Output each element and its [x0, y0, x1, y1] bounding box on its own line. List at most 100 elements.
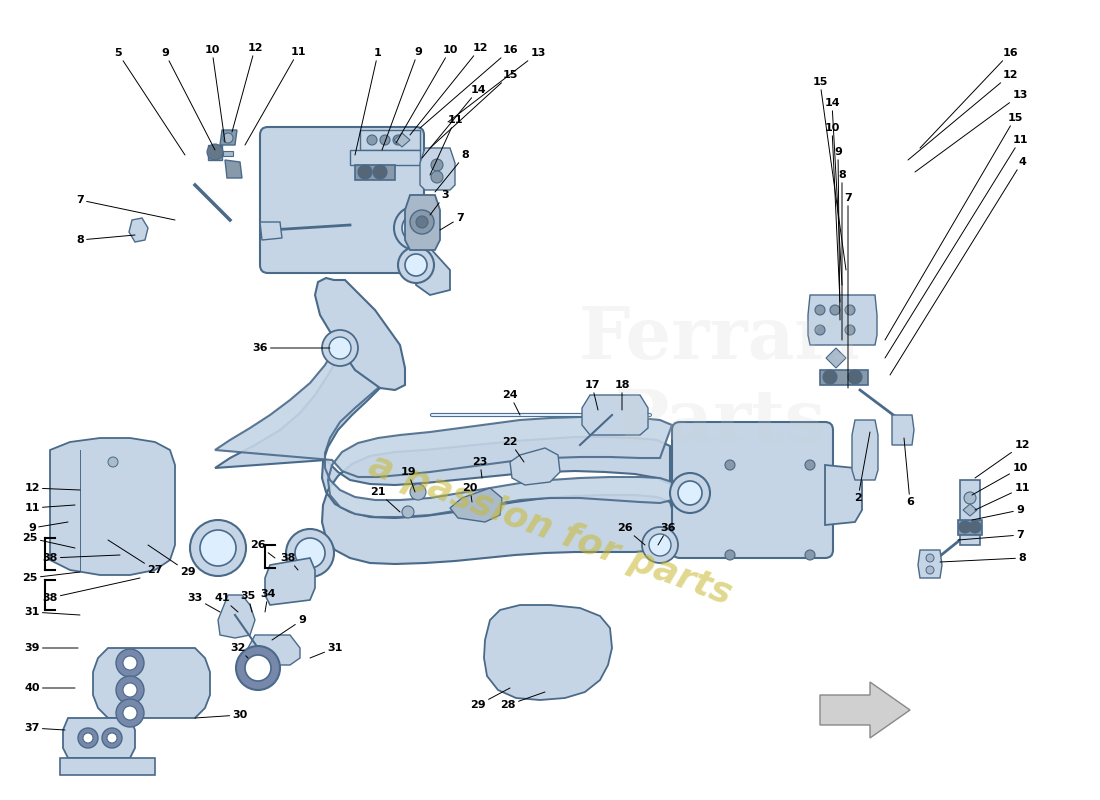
Polygon shape — [892, 415, 914, 445]
Text: 8: 8 — [434, 150, 469, 192]
FancyBboxPatch shape — [260, 127, 424, 273]
Circle shape — [805, 550, 815, 560]
Circle shape — [82, 733, 94, 743]
Polygon shape — [450, 488, 502, 522]
Circle shape — [200, 530, 236, 566]
Circle shape — [116, 676, 144, 704]
Circle shape — [190, 520, 246, 576]
Polygon shape — [405, 195, 440, 250]
Circle shape — [725, 460, 735, 470]
Text: 11: 11 — [886, 135, 1027, 358]
Circle shape — [295, 538, 324, 568]
Circle shape — [102, 728, 122, 748]
Polygon shape — [960, 480, 980, 545]
Text: 32: 32 — [230, 643, 248, 658]
Text: 6: 6 — [904, 438, 914, 507]
Text: 36: 36 — [252, 343, 330, 353]
Circle shape — [78, 728, 98, 748]
Text: 12: 12 — [975, 440, 1030, 478]
Polygon shape — [582, 395, 648, 435]
Text: 10: 10 — [972, 463, 1027, 495]
Polygon shape — [355, 165, 395, 180]
Text: 20: 20 — [462, 483, 477, 502]
Text: 38: 38 — [42, 578, 140, 603]
Circle shape — [236, 646, 280, 690]
Circle shape — [405, 254, 427, 276]
Text: 12: 12 — [908, 70, 1018, 160]
Text: 36: 36 — [658, 523, 675, 545]
Circle shape — [431, 171, 443, 183]
Polygon shape — [808, 295, 877, 345]
Text: 9: 9 — [834, 147, 842, 320]
Text: 12: 12 — [24, 483, 80, 493]
Circle shape — [245, 655, 271, 681]
Text: 11: 11 — [245, 47, 306, 145]
Circle shape — [416, 216, 428, 228]
Circle shape — [107, 733, 117, 743]
Text: 13: 13 — [915, 90, 1027, 172]
Text: 30: 30 — [195, 710, 248, 720]
Circle shape — [830, 305, 840, 315]
Text: 40: 40 — [24, 683, 75, 693]
Circle shape — [393, 135, 403, 145]
Circle shape — [123, 656, 138, 670]
Circle shape — [322, 330, 358, 366]
Circle shape — [848, 370, 862, 384]
Text: 17: 17 — [584, 380, 600, 410]
Text: 38: 38 — [280, 553, 298, 570]
Circle shape — [969, 521, 981, 533]
Text: 22: 22 — [503, 437, 524, 462]
Circle shape — [373, 165, 387, 179]
Circle shape — [123, 706, 138, 720]
Text: 25: 25 — [22, 572, 80, 583]
Polygon shape — [214, 335, 672, 517]
Polygon shape — [248, 635, 300, 665]
Text: 18: 18 — [614, 380, 629, 410]
Circle shape — [207, 144, 223, 160]
Polygon shape — [820, 682, 910, 738]
Text: 15: 15 — [430, 70, 518, 148]
Text: 26: 26 — [250, 540, 275, 558]
Polygon shape — [360, 130, 420, 150]
Text: 14: 14 — [422, 85, 486, 158]
Circle shape — [431, 159, 443, 171]
Polygon shape — [50, 438, 175, 575]
Circle shape — [286, 529, 334, 577]
Polygon shape — [820, 370, 868, 385]
Circle shape — [815, 325, 825, 335]
Text: 13: 13 — [448, 48, 546, 122]
Text: 7: 7 — [844, 193, 851, 388]
Text: 3: 3 — [430, 190, 449, 215]
Text: 11: 11 — [24, 503, 75, 513]
Polygon shape — [315, 278, 405, 390]
Polygon shape — [265, 558, 315, 605]
Text: 10: 10 — [396, 45, 458, 143]
Text: 11: 11 — [430, 115, 463, 175]
Text: 4: 4 — [890, 157, 1026, 375]
Circle shape — [329, 337, 351, 359]
Text: Ferrari
Parts: Ferrari Parts — [579, 303, 861, 457]
Text: 38: 38 — [42, 553, 120, 563]
Polygon shape — [852, 420, 878, 480]
Circle shape — [642, 527, 678, 563]
Text: 39: 39 — [24, 643, 78, 653]
Circle shape — [805, 460, 815, 470]
Text: 8: 8 — [838, 170, 846, 340]
Text: 29: 29 — [470, 688, 510, 710]
Text: 29: 29 — [148, 545, 196, 577]
Circle shape — [123, 683, 138, 697]
Text: 7: 7 — [440, 213, 464, 230]
Polygon shape — [220, 130, 236, 145]
Text: 9: 9 — [972, 505, 1024, 520]
Text: 5: 5 — [114, 48, 185, 155]
Circle shape — [823, 370, 837, 384]
Text: 21: 21 — [371, 487, 400, 512]
Text: a passion for parts: a passion for parts — [364, 448, 736, 612]
Polygon shape — [420, 148, 455, 190]
Polygon shape — [918, 550, 942, 578]
Polygon shape — [60, 758, 155, 775]
Text: 2: 2 — [854, 432, 870, 503]
Text: 12: 12 — [410, 43, 487, 135]
Polygon shape — [962, 504, 977, 516]
Polygon shape — [214, 340, 675, 564]
